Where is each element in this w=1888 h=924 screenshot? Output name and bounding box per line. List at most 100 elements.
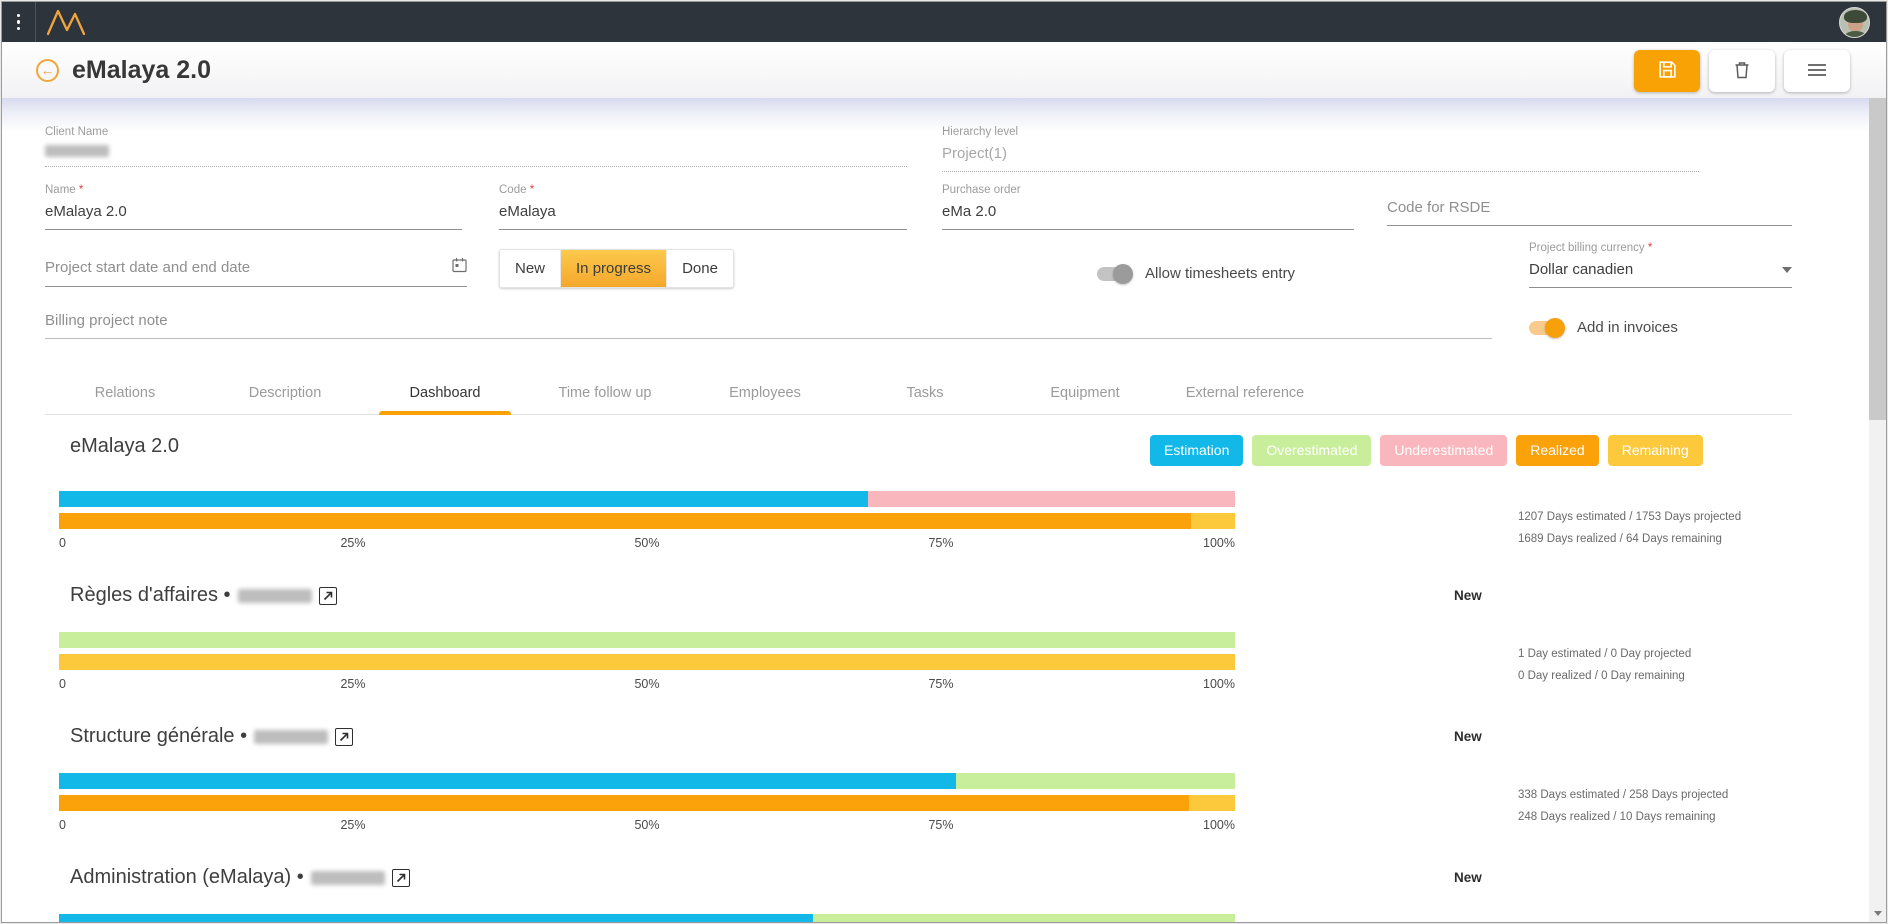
legend-chip-remaining[interactable]: Remaining: [1607, 435, 1703, 466]
billing-currency-value[interactable]: Dollar canadien: [1529, 261, 1634, 278]
calendar-icon[interactable]: [452, 257, 467, 277]
masked-linked-name: [254, 729, 329, 744]
toggle-track[interactable]: [1529, 317, 1565, 338]
dashboard-section: Administration (eMalaya) •New025%50%75%1…: [2, 866, 1850, 922]
legend-chip-overestimated[interactable]: Overestimated: [1252, 435, 1372, 466]
required-asterisk: *: [1647, 242, 1653, 254]
purchase-order-value[interactable]: eMa 2.0: [942, 203, 997, 220]
vertical-dots-menu-icon[interactable]: [2, 2, 35, 42]
toggle-knob[interactable]: [1113, 263, 1133, 284]
axis-tick: 100%: [1203, 818, 1235, 832]
section-title: Administration (eMalaya) •: [70, 866, 1850, 889]
legend-chip-estimation[interactable]: Estimation: [1150, 435, 1244, 466]
tab-tasks[interactable]: Tasks: [906, 385, 944, 401]
tab-bar: Relations Description Dashboard Time follow…: [45, 377, 1792, 415]
allow-timesheets-toggle[interactable]: Allow timesheets entry: [1097, 263, 1296, 284]
code-value[interactable]: eMalaya: [499, 203, 556, 220]
realized-bar: [59, 654, 1235, 670]
status-option-in-progress[interactable]: In progress: [561, 250, 668, 287]
tab-time-follow-up[interactable]: Time follow up: [558, 385, 652, 401]
axis-tick: 75%: [928, 677, 954, 691]
axis-tick: 0: [59, 677, 66, 691]
axis-tick: 50%: [634, 677, 660, 691]
hierarchy-level-value: Project(1): [942, 145, 1008, 162]
tab-equipment[interactable]: Equipment: [1050, 385, 1120, 401]
legend-chip-realized[interactable]: Realized: [1516, 435, 1599, 466]
date-range-field[interactable]: Project start date and end date: [45, 257, 467, 287]
realized-bar-segment-remaining: [1191, 513, 1235, 529]
dashboard-panel: eMalaya 2.0 Estimation Overestimated Undere…: [2, 415, 1850, 922]
code-label: Code: [499, 184, 527, 196]
tab-external-reference[interactable]: External reference: [1185, 385, 1305, 401]
status-option-new[interactable]: New: [500, 250, 562, 287]
code-rsde-field[interactable]: Code for RSDE: [1387, 199, 1792, 226]
status-badge: New: [1454, 729, 1482, 744]
allow-timesheets-label: Allow timesheets entry: [1145, 265, 1296, 282]
external-link-icon[interactable]: [391, 868, 410, 887]
name-field[interactable]: Name * eMalaya 2.0: [45, 184, 462, 230]
more-menu-button[interactable]: [1784, 50, 1850, 92]
legend-chip-underestimated[interactable]: Underestimated: [1380, 435, 1508, 466]
progress-bars: [59, 773, 1235, 811]
user-avatar[interactable]: [1839, 6, 1870, 38]
section-title-text: eMalaya 2.0: [70, 435, 179, 457]
estimation-bar: [59, 632, 1235, 648]
add-in-invoices-toggle[interactable]: Add in invoices: [1529, 317, 1678, 338]
name-value[interactable]: eMalaya 2.0: [45, 203, 127, 220]
date-range-placeholder[interactable]: Project start date and end date: [45, 258, 251, 276]
section-header: Règles d'affaires • New: [70, 584, 1850, 614]
emalaya-logo-icon[interactable]: [46, 7, 86, 37]
percent-axis: 0 25% 50% 75% 100%: [59, 816, 1235, 834]
page-header: ← eMalaya 2.0: [2, 42, 1886, 98]
topbar-divider: [35, 2, 36, 42]
realized-bar: [59, 795, 1235, 811]
code-field[interactable]: Code * eMalaya: [499, 184, 907, 230]
tab-relations[interactable]: Relations: [94, 385, 156, 401]
section-header: Structure générale • New: [70, 725, 1850, 755]
billing-currency-select[interactable]: Project billing currency * Dollar canadi…: [1529, 242, 1792, 288]
section-stats: 338 Days estimated / 258 Days projected 2…: [1518, 785, 1728, 828]
save-button[interactable]: [1634, 50, 1700, 92]
external-link-icon[interactable]: [318, 586, 337, 605]
purchase-order-field[interactable]: Purchase order eMa 2.0: [942, 184, 1354, 230]
header-actions: [1634, 50, 1850, 92]
billing-note-field[interactable]: Billing project note: [45, 312, 1492, 339]
realized-bar-segment-realized: [59, 795, 1190, 811]
estimation-bar: [59, 491, 1235, 507]
axis-tick: 0: [59, 818, 66, 832]
axis-tick: 100%: [1203, 536, 1235, 550]
billing-note-placeholder[interactable]: Billing project note: [45, 312, 168, 329]
axis-tick: 50%: [634, 536, 660, 550]
toggle-track[interactable]: [1097, 263, 1133, 284]
hierarchy-level-field: Hierarchy level Project(1): [942, 126, 1699, 172]
hamburger-icon: [1806, 61, 1828, 82]
billing-currency-label: Project billing currency: [1529, 242, 1645, 254]
tab-employees[interactable]: Employees: [729, 385, 801, 401]
dashboard-section: eMalaya 2.0 Estimation Overestimated Undere…: [2, 435, 1850, 552]
purchase-order-label: Purchase order: [942, 184, 1021, 196]
delete-button[interactable]: [1709, 50, 1775, 92]
tab-description[interactable]: Description: [248, 385, 322, 401]
dashboard-section: Règles d'affaires • New 0 25% 50% 75% 100% 1 Da…: [2, 584, 1850, 693]
stat-line: 1689 Days realized / 64 Days remaining: [1518, 532, 1722, 545]
avatar-body: [1845, 30, 1866, 37]
vertical-scrollbar[interactable]: [1869, 98, 1886, 922]
estimation-bar-segment-estimation: [59, 491, 869, 507]
tab-dashboard[interactable]: Dashboard: [365, 377, 525, 415]
trash-icon: [1732, 59, 1752, 83]
external-link-icon[interactable]: [335, 727, 354, 746]
section-title-text: Règles d'affaires •: [70, 584, 231, 606]
toggle-knob[interactable]: [1545, 317, 1565, 338]
section-title: Structure générale •: [70, 725, 1850, 748]
avatar-helmet: [1844, 9, 1867, 23]
back-button[interactable]: ←: [36, 58, 59, 82]
section-header: Administration (eMalaya) • New: [70, 866, 1850, 896]
chevron-down-icon[interactable]: [1782, 266, 1792, 273]
scrollbar-down-arrow[interactable]: [1869, 904, 1886, 922]
estimation-bar-segment-estimation: [59, 914, 813, 922]
code-rsde-placeholder[interactable]: Code for RSDE: [1387, 199, 1491, 216]
axis-tick: 75%: [928, 536, 954, 550]
status-option-done[interactable]: Done: [667, 250, 733, 287]
scrollbar-thumb[interactable]: [1869, 98, 1886, 420]
masked-linked-name: [310, 870, 385, 885]
